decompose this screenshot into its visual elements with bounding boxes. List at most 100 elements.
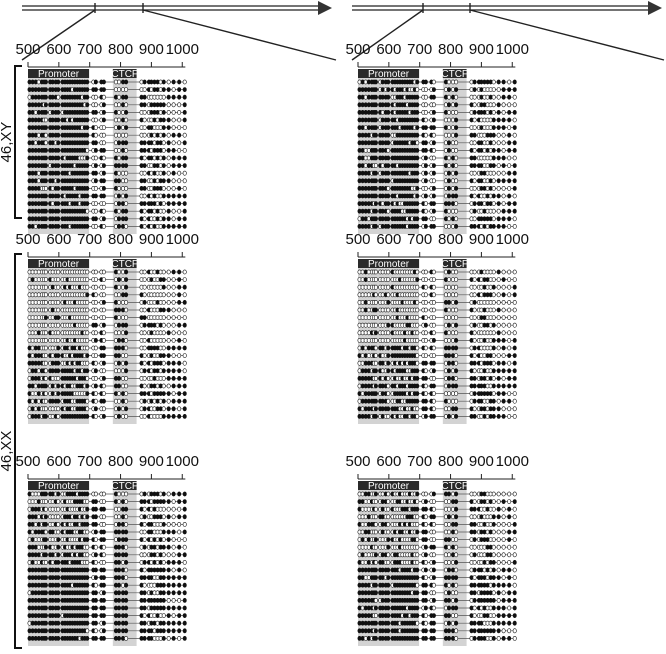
cpg-unmethylated <box>56 514 61 520</box>
cpg-unmethylated <box>507 284 512 290</box>
cpg-unmethylated <box>101 284 106 290</box>
cpg-methylated <box>182 299 187 305</box>
cpg-unmethylated <box>415 87 420 92</box>
cpg-methylated <box>166 87 171 92</box>
cpg-unmethylated <box>43 132 48 138</box>
cpg-unmethylated <box>142 582 147 588</box>
cpg-unmethylated <box>171 208 176 214</box>
cpg-methylated <box>386 567 391 573</box>
cpg-methylated <box>507 201 512 206</box>
cpg-unmethylated <box>415 284 420 290</box>
cpg-methylated <box>43 575 48 580</box>
cpg-methylated <box>166 117 171 123</box>
cpg-methylated <box>171 94 176 100</box>
cpg-methylated <box>447 178 452 184</box>
cpg-unmethylated <box>415 315 420 320</box>
cpg-methylated <box>56 345 61 351</box>
cpg-methylated <box>507 353 512 358</box>
cpg-unmethylated <box>472 269 477 275</box>
cpg-methylated <box>56 383 61 389</box>
cpg-methylated <box>454 345 459 351</box>
cpg-methylated <box>43 491 48 497</box>
cpg-unmethylated <box>423 575 428 580</box>
promoter-label-bar <box>358 69 420 78</box>
cpg-methylated <box>431 514 436 520</box>
cpg-methylated <box>171 406 176 412</box>
cpg-methylated <box>117 383 122 389</box>
cpg-methylated <box>472 223 477 229</box>
cpg-methylated <box>142 163 147 168</box>
cpg-unmethylated <box>423 292 428 298</box>
cpg-unmethylated <box>454 79 459 85</box>
cpg-methylated <box>117 178 122 184</box>
cpg-unmethylated <box>93 360 98 366</box>
cpg-unmethylated <box>507 269 512 275</box>
cpg-methylated <box>182 582 187 588</box>
cpg-methylated <box>171 628 176 634</box>
cpg-unmethylated <box>56 277 61 282</box>
cpg-methylated <box>501 567 506 573</box>
cpg-methylated <box>386 345 391 351</box>
cpg-unmethylated <box>182 544 187 550</box>
cpg-unmethylated <box>117 110 122 115</box>
cpg-methylated <box>423 406 428 412</box>
cpg-unmethylated <box>124 544 129 550</box>
cpg-unmethylated <box>43 284 48 290</box>
cpg-unmethylated <box>161 94 166 100</box>
cpg-methylated <box>124 277 129 282</box>
cpg-methylated <box>171 170 176 176</box>
cpg-unmethylated <box>142 330 147 336</box>
cpg-methylated <box>142 406 147 412</box>
cpg-unmethylated <box>491 140 496 146</box>
cpg-unmethylated <box>423 353 428 358</box>
cpg-unmethylated <box>507 360 512 366</box>
cpg-methylated <box>124 208 129 214</box>
cpg-unmethylated <box>507 552 512 558</box>
cpg-methylated <box>56 208 61 214</box>
cpg-methylated <box>177 345 182 351</box>
cpg-methylated <box>501 178 506 184</box>
cpg-methylated <box>491 125 496 130</box>
cpg-unmethylated <box>166 170 171 176</box>
cpg-unmethylated <box>491 185 496 191</box>
cpg-unmethylated <box>56 292 61 298</box>
cpg-unmethylated <box>507 163 512 168</box>
cpg-methylated <box>447 147 452 153</box>
cpg-unmethylated <box>166 299 171 305</box>
cpg-methylated <box>117 307 122 313</box>
cpg-methylated <box>496 147 501 153</box>
cpg-methylated <box>472 398 477 404</box>
cpg-methylated <box>431 163 436 168</box>
cpg-methylated <box>423 567 428 573</box>
cpg-methylated <box>43 315 48 320</box>
cpg-methylated <box>101 345 106 351</box>
cpg-methylated <box>177 185 182 191</box>
cpg-methylated <box>56 620 61 626</box>
cpg-unmethylated <box>142 170 147 176</box>
chromosome-schematic-left <box>21 1 337 61</box>
cpg-methylated <box>117 537 122 542</box>
cpg-methylated <box>507 94 512 100</box>
cpg-methylated <box>496 110 501 115</box>
cpg-methylated <box>454 383 459 389</box>
cpg-unmethylated <box>171 216 176 222</box>
cpg-unmethylated <box>43 506 48 512</box>
cpg-methylated <box>43 216 48 222</box>
cpg-methylated <box>166 413 171 419</box>
cpg-methylated <box>177 201 182 206</box>
cpg-unmethylated <box>501 269 506 275</box>
axis-tick-label: 1000 <box>166 453 199 470</box>
cpg-methylated <box>85 590 90 596</box>
cpg-methylated <box>43 79 48 85</box>
cpg-unmethylated <box>423 87 428 92</box>
cpg-methylated <box>454 413 459 419</box>
cpg-unmethylated <box>423 345 428 351</box>
cpg-methylated <box>373 582 378 588</box>
cpg-unmethylated <box>117 292 122 298</box>
cpg-unmethylated <box>182 522 187 527</box>
cpg-methylated <box>507 110 512 115</box>
cpg-methylated <box>386 178 391 184</box>
cpg-methylated <box>496 269 501 275</box>
cpg-unmethylated <box>507 277 512 282</box>
cpg-unmethylated <box>124 567 129 573</box>
